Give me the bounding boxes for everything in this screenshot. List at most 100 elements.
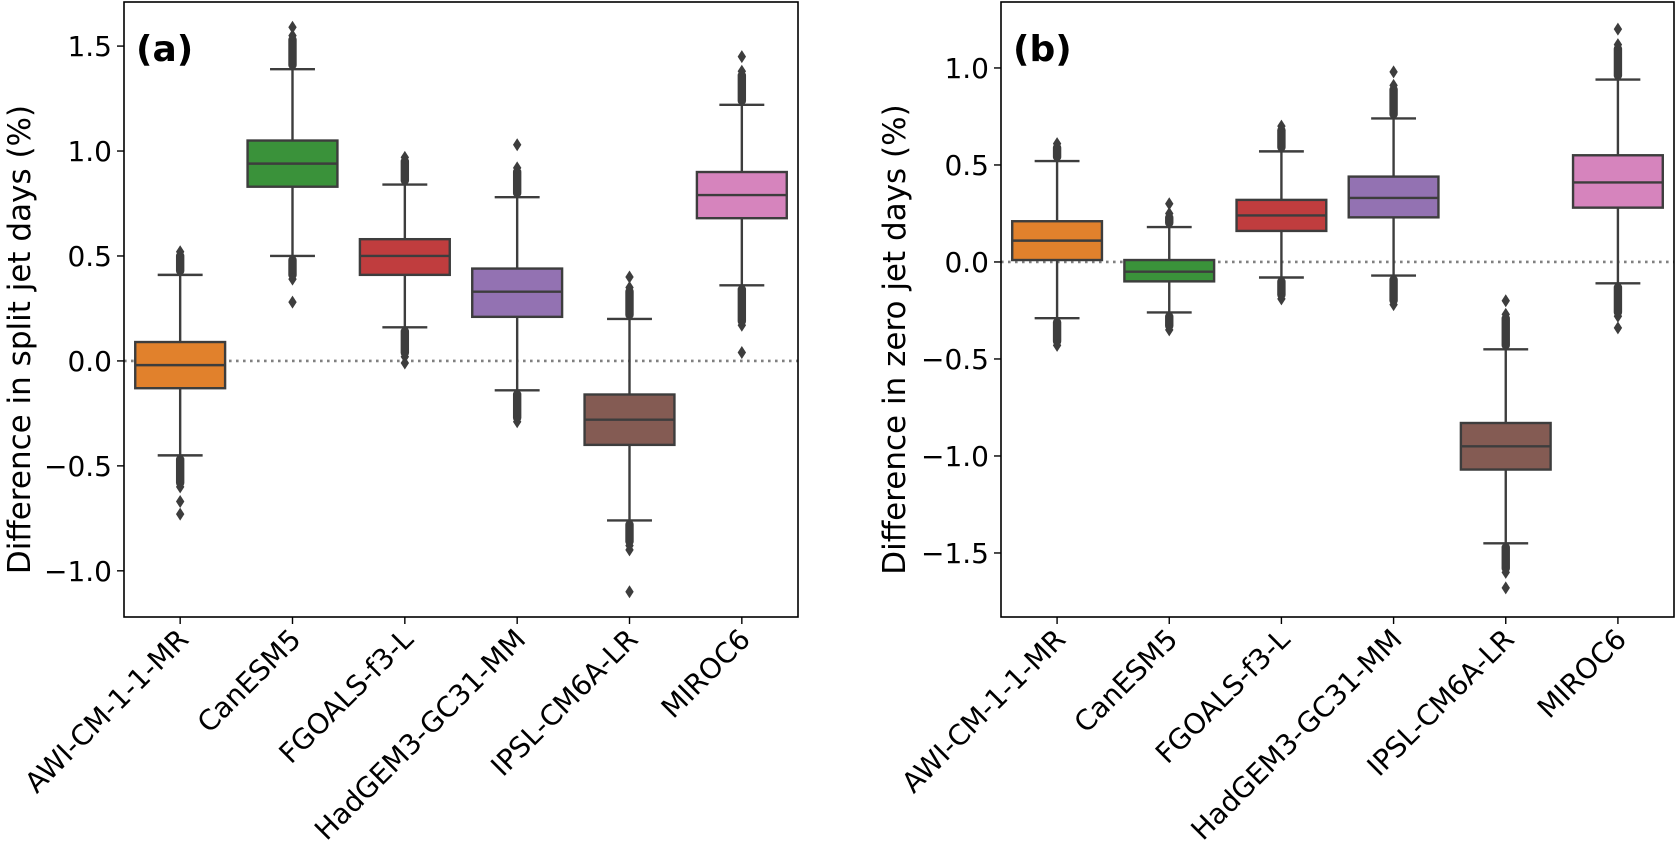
y-tick-label: 1.5 [67, 30, 112, 63]
outlier-cluster [1277, 126, 1286, 152]
y-tick-label: 0.5 [67, 240, 112, 273]
box-4 [1459, 294, 1552, 595]
outlier-marker [400, 356, 410, 370]
outlier-marker [512, 415, 522, 429]
outlier-cluster [1165, 312, 1174, 330]
outlier-cluster [1052, 318, 1062, 346]
outlier-marker [288, 295, 297, 309]
outlier-marker [1501, 294, 1510, 308]
outlier-cluster [1389, 275, 1398, 305]
outlier-cluster [1613, 283, 1623, 317]
x-tick-label: HadGEM3-GC31-MM [308, 623, 532, 847]
outlier-marker [1613, 309, 1623, 323]
y-tick-label: −0.5 [44, 450, 112, 483]
outlier-marker [175, 495, 185, 509]
outlier-marker [1277, 119, 1286, 133]
outlier-cluster [175, 455, 185, 487]
outlier-marker [1389, 65, 1398, 79]
outlier-cluster [512, 390, 522, 422]
outlier-marker [288, 29, 297, 43]
outlier-marker [175, 507, 185, 521]
outlier-marker [1052, 137, 1062, 151]
panel-a-plot-area [124, 20, 798, 599]
x-tick-label: MIROC6 [655, 623, 757, 725]
outlier-cluster [737, 285, 747, 326]
outlier-marker [1613, 22, 1623, 36]
y-tick-label: 0.0 [67, 345, 112, 378]
panel-a: (a) Difference in split jet days (%) −1.… [2, 1, 799, 847]
outlier-cluster [1501, 314, 1510, 350]
box-5 [1571, 22, 1664, 335]
panel-b-axes-frame [1000, 1, 1675, 618]
outlier-marker [1389, 78, 1398, 92]
outlier-marker [512, 138, 522, 152]
y-tick-label: 0.0 [944, 246, 989, 279]
box-1 [246, 20, 339, 309]
outlier-marker [737, 346, 747, 360]
panel-b: (b) Difference in zero jet days (%) −1.5… [877, 1, 1675, 847]
outlier-marker [625, 543, 634, 557]
outlier-cluster [1277, 277, 1286, 299]
y-tick-label: 0.5 [944, 149, 989, 182]
panel-a-axes-frame [123, 1, 799, 618]
panel-a-x-ticks: AWI-CM-1-1-MRCanESM5FGOALS-f3-LHadGEM3-G… [18, 617, 757, 847]
box-2 [1235, 119, 1328, 306]
outlier-marker [1165, 197, 1174, 211]
box-1 [1123, 197, 1216, 337]
outlier-cluster [737, 71, 747, 105]
outlier-marker [175, 480, 185, 494]
panel-b-y-axis-label: Difference in zero jet days (%) [877, 104, 913, 574]
panel-a-y-ticks: −1.0 −0.5 0.0 0.5 1.0 1.5 [44, 30, 124, 588]
outlier-cluster [400, 327, 410, 357]
outlier-marker [1501, 307, 1510, 321]
box-0 [134, 245, 227, 521]
outlier-marker [400, 150, 410, 164]
outlier-marker [1501, 581, 1510, 595]
panel-b-x-ticks: AWI-CM-1-1-MRCanESM5FGOALS-f3-LHadGEM3-G… [895, 617, 1633, 847]
outlier-marker [175, 245, 185, 259]
panel-b-plot-area [1001, 22, 1674, 595]
outlier-marker [625, 270, 634, 284]
outlier-cluster [1613, 44, 1623, 80]
box-4 [583, 270, 676, 599]
outlier-marker [512, 161, 522, 175]
panel-b-y-ticks: −1.5 −1.0 −0.5 0.0 0.5 1.0 [921, 52, 1001, 570]
outlier-cluster [625, 520, 634, 546]
y-tick-label: −1.0 [921, 440, 989, 473]
y-tick-label: 1.0 [67, 135, 112, 168]
x-tick-label: HadGEM3-GC31-MM [1185, 623, 1409, 847]
y-tick-label: −1.0 [44, 555, 112, 588]
outlier-cluster [1165, 213, 1174, 228]
outlier-marker [1165, 206, 1174, 220]
outlier-cluster [288, 35, 297, 70]
outlier-marker [1501, 565, 1510, 579]
x-tick-label: AWI-CM-1-1-MR [895, 623, 1072, 800]
outlier-marker [288, 20, 297, 34]
outlier-marker [1613, 321, 1623, 335]
x-tick-label: CanESM5 [1068, 623, 1185, 740]
outlier-marker [1389, 298, 1398, 312]
outlier-marker [625, 585, 634, 599]
panel-b-label: (b) [1013, 29, 1072, 70]
outlier-marker [625, 280, 634, 294]
outlier-marker [737, 50, 747, 64]
y-tick-label: 1.0 [944, 52, 989, 85]
outlier-marker [737, 64, 747, 78]
outlier-marker [1613, 38, 1623, 52]
outlier-cluster [400, 157, 410, 185]
box-0 [1011, 137, 1104, 352]
outlier-cluster [512, 167, 522, 198]
outlier-marker [1277, 292, 1286, 306]
box-3 [471, 138, 564, 429]
x-tick-label: MIROC6 [1531, 623, 1633, 725]
outlier-cluster [175, 251, 185, 275]
y-tick-label: −0.5 [921, 343, 989, 376]
box-2 [358, 150, 451, 370]
outlier-cluster [288, 255, 297, 280]
outlier-cluster [1501, 543, 1510, 573]
box-3 [1347, 65, 1440, 312]
panel-a-y-axis-label: Difference in split jet days (%) [2, 105, 38, 574]
outlier-marker [1052, 338, 1062, 352]
outlier-cluster [1389, 85, 1398, 119]
